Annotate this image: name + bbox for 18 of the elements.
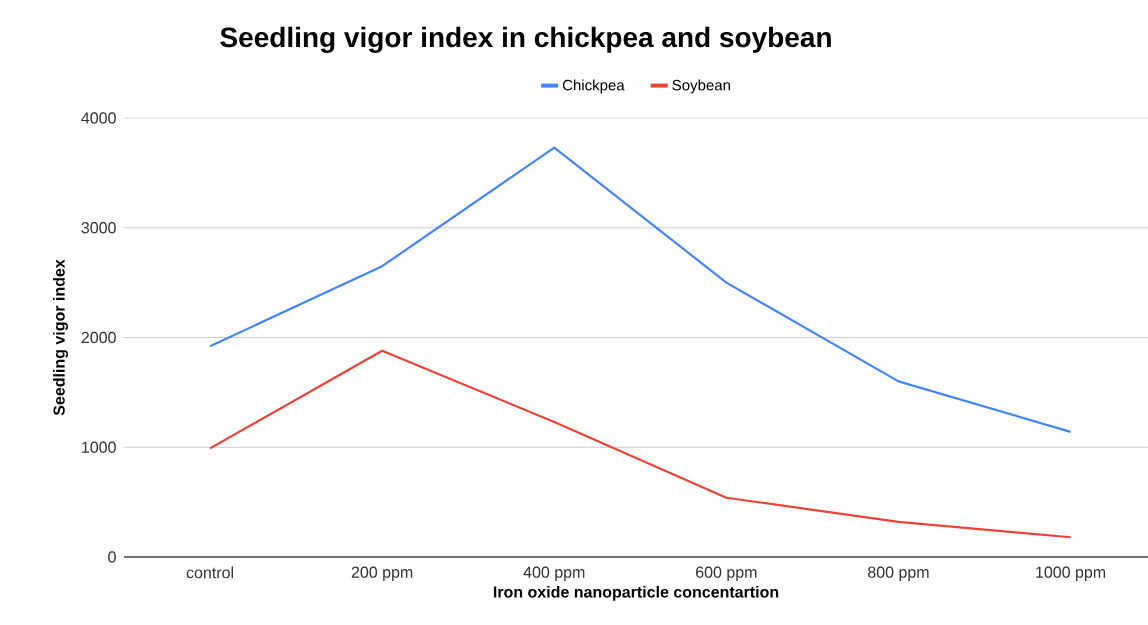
line-series (208, 146, 1072, 433)
y-tick-label: 1000 (82, 441, 116, 453)
x-tick-label: 400 ppm (523, 566, 585, 582)
y-tick-label: 2000 (81, 331, 116, 344)
x-axis-title: Iron oxide nanoparticle concentartion (493, 585, 779, 601)
chart-title: Seedling vigor index in chickpea and soybean (220, 26, 831, 53)
legend-label: Chickpea (562, 79, 625, 94)
y-tick-label: 4000 (81, 112, 116, 124)
x-tick-label: 800 ppm (868, 566, 929, 582)
x-tick-label: 600 ppm (696, 566, 757, 582)
x-tick-label: 1000 ppm (1036, 566, 1106, 582)
x-tick-label: control (186, 566, 233, 579)
y-tick-label: 0 (108, 551, 116, 563)
y-axis-title: Seedling vigor index (53, 259, 69, 416)
legend-label: Soybean (672, 79, 730, 94)
x-tick-label: 200 ppm (351, 566, 413, 582)
y-tick-label: 3000 (81, 222, 116, 234)
line-series (208, 349, 1072, 539)
